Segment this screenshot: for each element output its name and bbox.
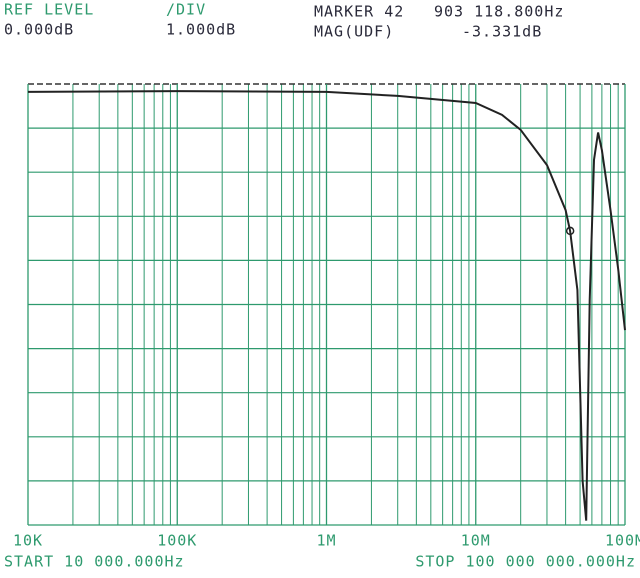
marker — [565, 226, 575, 236]
x-tick-label: 1M — [316, 532, 336, 550]
x-tick-label: 10M — [461, 532, 491, 550]
x-tick-label: 100M — [605, 532, 640, 550]
marker-y-label: -3.331dB — [462, 23, 542, 41]
start-label: START 10 000.000Hz — [4, 553, 185, 571]
trace — [27, 90, 626, 521]
x-tick-label: 100K — [157, 532, 197, 550]
marker-x-label: 903 118.800Hz — [434, 3, 564, 21]
ref-level: 0.000dB — [4, 21, 74, 39]
marker-label: MARKER 42 — [314, 3, 404, 21]
div-value: 1.000dB — [166, 21, 236, 39]
div-label: /DIV — [166, 1, 206, 19]
stop-label: STOP 100 000 000.000Hz — [415, 553, 636, 571]
x-tick-label: 10K — [13, 532, 43, 550]
mag-label: MAG(UDF) — [314, 23, 394, 41]
ref-level-label: REF LEVEL — [4, 1, 94, 19]
